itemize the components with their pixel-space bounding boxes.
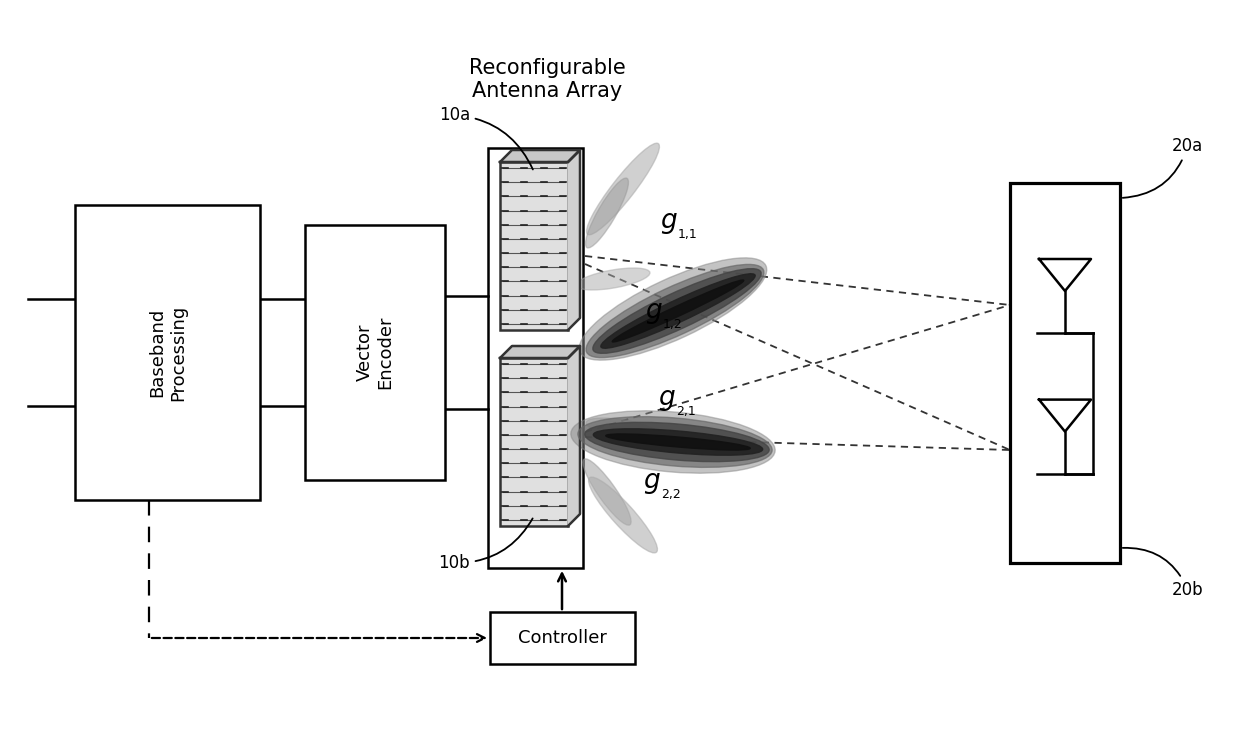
Text: 1,1: 1,1 [678,228,698,241]
Ellipse shape [587,143,660,235]
Text: $\mathbf{\mathit{g}}$: $\mathbf{\mathit{g}}$ [645,300,662,326]
Text: Vector
Encoder: Vector Encoder [356,316,394,389]
Bar [489,148,583,568]
Ellipse shape [570,411,775,473]
Ellipse shape [578,417,773,467]
Ellipse shape [577,268,650,290]
Text: 2,2: 2,2 [661,488,681,501]
Text: 10a: 10a [439,106,533,169]
Text: 20b: 20b [1122,548,1204,599]
Ellipse shape [587,418,660,440]
Text: $\mathbf{\mathit{g}}$: $\mathbf{\mathit{g}}$ [644,470,661,496]
Polygon shape [1039,399,1091,431]
Ellipse shape [593,429,763,456]
Text: Reconfigurable
Antenna Array: Reconfigurable Antenna Array [469,58,626,101]
Polygon shape [500,150,580,162]
Ellipse shape [601,274,755,348]
Bar [305,225,445,480]
Polygon shape [568,346,580,526]
Bar [500,162,568,330]
Ellipse shape [587,264,764,358]
Text: 1,2: 1,2 [663,318,683,331]
Text: 10b: 10b [439,518,533,572]
Ellipse shape [583,459,631,525]
Polygon shape [1039,259,1091,291]
Bar [1011,183,1120,563]
Ellipse shape [585,423,769,461]
Polygon shape [568,150,580,330]
Ellipse shape [579,258,766,360]
Text: Baseband
Processing: Baseband Processing [148,304,187,401]
Bar [500,358,568,526]
Text: $\mathbf{\mathit{g}}$: $\mathbf{\mathit{g}}$ [660,210,678,236]
Bar [74,205,260,500]
Ellipse shape [589,477,657,553]
Ellipse shape [613,280,744,342]
Text: Controller: Controller [518,629,606,647]
Bar [490,612,635,664]
Ellipse shape [606,434,750,450]
Text: 20a: 20a [1122,137,1203,198]
Text: 2,1: 2,1 [676,405,696,418]
Ellipse shape [585,178,629,248]
Text: $\mathbf{\mathit{g}}$: $\mathbf{\mathit{g}}$ [658,387,676,413]
Polygon shape [500,346,580,358]
Ellipse shape [593,269,761,353]
